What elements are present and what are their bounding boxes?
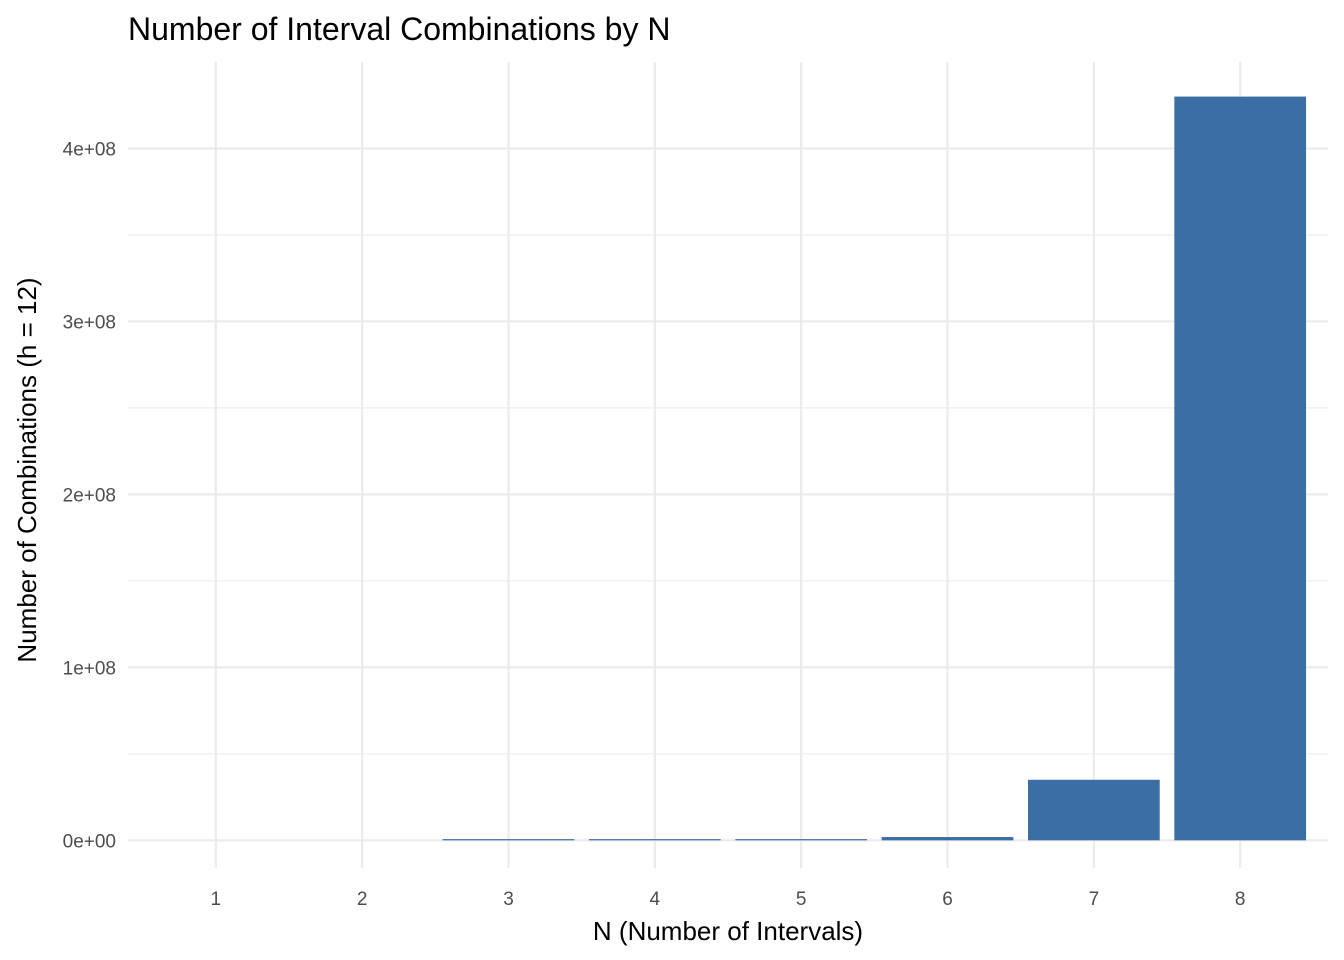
- x-axis-ticks: 1 2 3 4 5 6 7 8: [211, 889, 1246, 910]
- bar-3: [442, 839, 575, 841]
- x-tick-label: 3: [503, 889, 514, 910]
- y-tick-label: 3e+08: [63, 312, 116, 333]
- x-axis-title: N (Number of Intervals): [593, 916, 863, 946]
- bar-6: [881, 837, 1014, 841]
- chart-title: Number of Interval Combinations by N: [128, 11, 670, 47]
- bar-5: [735, 839, 868, 841]
- grid-lines: [128, 62, 1328, 868]
- x-tick-label: 6: [942, 889, 953, 910]
- bar-8: [1174, 96, 1307, 841]
- y-tick-label: 0e+00: [63, 831, 116, 852]
- y-axis-ticks: 0e+00 1e+08 2e+08 3e+08 4e+08: [63, 139, 116, 852]
- bar-7: [1028, 779, 1160, 841]
- bar-4: [588, 839, 721, 841]
- x-tick-label: 4: [650, 889, 661, 910]
- y-tick-label: 1e+08: [63, 658, 116, 679]
- x-tick-label: 7: [1089, 889, 1100, 910]
- x-tick-label: 1: [211, 889, 222, 910]
- y-tick-label: 4e+08: [63, 139, 116, 160]
- x-tick-label: 2: [357, 889, 368, 910]
- bars: [442, 96, 1307, 841]
- y-axis-title: Number of Combinations (h = 12): [12, 277, 42, 662]
- y-tick-label: 2e+08: [63, 485, 116, 506]
- x-tick-label: 8: [1235, 889, 1246, 910]
- x-tick-label: 5: [796, 889, 807, 910]
